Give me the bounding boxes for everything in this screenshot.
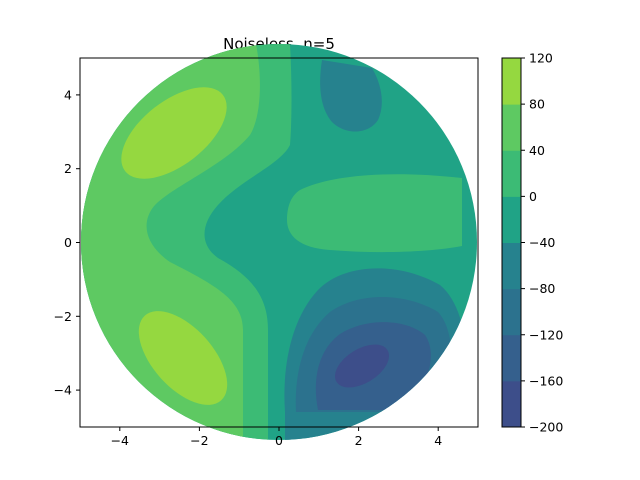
y-tick-label: −4	[54, 383, 72, 398]
contour-band-80-120-top	[121, 87, 227, 179]
colorbar-segment	[502, 380, 521, 428]
colorbar-segment	[502, 150, 521, 197]
colorbar-tick-label: 120	[529, 51, 553, 66]
y-axis: −4 −2 0 2 4	[54, 87, 80, 398]
y-tick-label: 4	[64, 87, 72, 102]
contour-band-0-40-right	[287, 174, 462, 253]
colorbar-tick-label: −200	[529, 420, 563, 435]
colorbar-tick-label: −40	[529, 235, 555, 250]
x-tick-label: 0	[275, 433, 283, 448]
x-tick-label: 2	[355, 433, 363, 448]
x-axis: −4 −2 0 2 4	[111, 427, 442, 448]
x-tick-label: 4	[434, 433, 442, 448]
colorbar: −200 −160 −120 −80 −40 0 40 80 120	[501, 51, 563, 435]
x-tick-label: −4	[111, 433, 129, 448]
colorbar-tick-label: −160	[529, 373, 563, 388]
colorbar-segment	[502, 196, 521, 243]
contour-band-80-120-bottom	[138, 311, 228, 405]
colorbar-tick-label: 80	[529, 97, 545, 112]
y-tick-label: 0	[64, 235, 72, 250]
y-tick-label: −2	[54, 309, 72, 324]
contour-field	[81, 44, 477, 440]
contour-band-neg200-neg160	[335, 344, 389, 388]
colorbar-segment	[502, 334, 521, 382]
y-tick-label: 2	[64, 161, 72, 176]
colorbar-segment	[502, 288, 521, 336]
x-tick-label: −2	[190, 433, 208, 448]
colorbar-tick-label: −80	[529, 281, 555, 296]
colorbar-segment	[502, 58, 521, 105]
colorbar-tick-label: −120	[529, 327, 563, 342]
colorbar-segment	[502, 242, 521, 290]
colorbar-tick-label: 40	[529, 143, 545, 158]
colorbar-tick-label: 0	[529, 189, 537, 204]
colorbar-segment	[502, 104, 521, 151]
contour-band-neg80-neg40-top	[320, 60, 382, 132]
